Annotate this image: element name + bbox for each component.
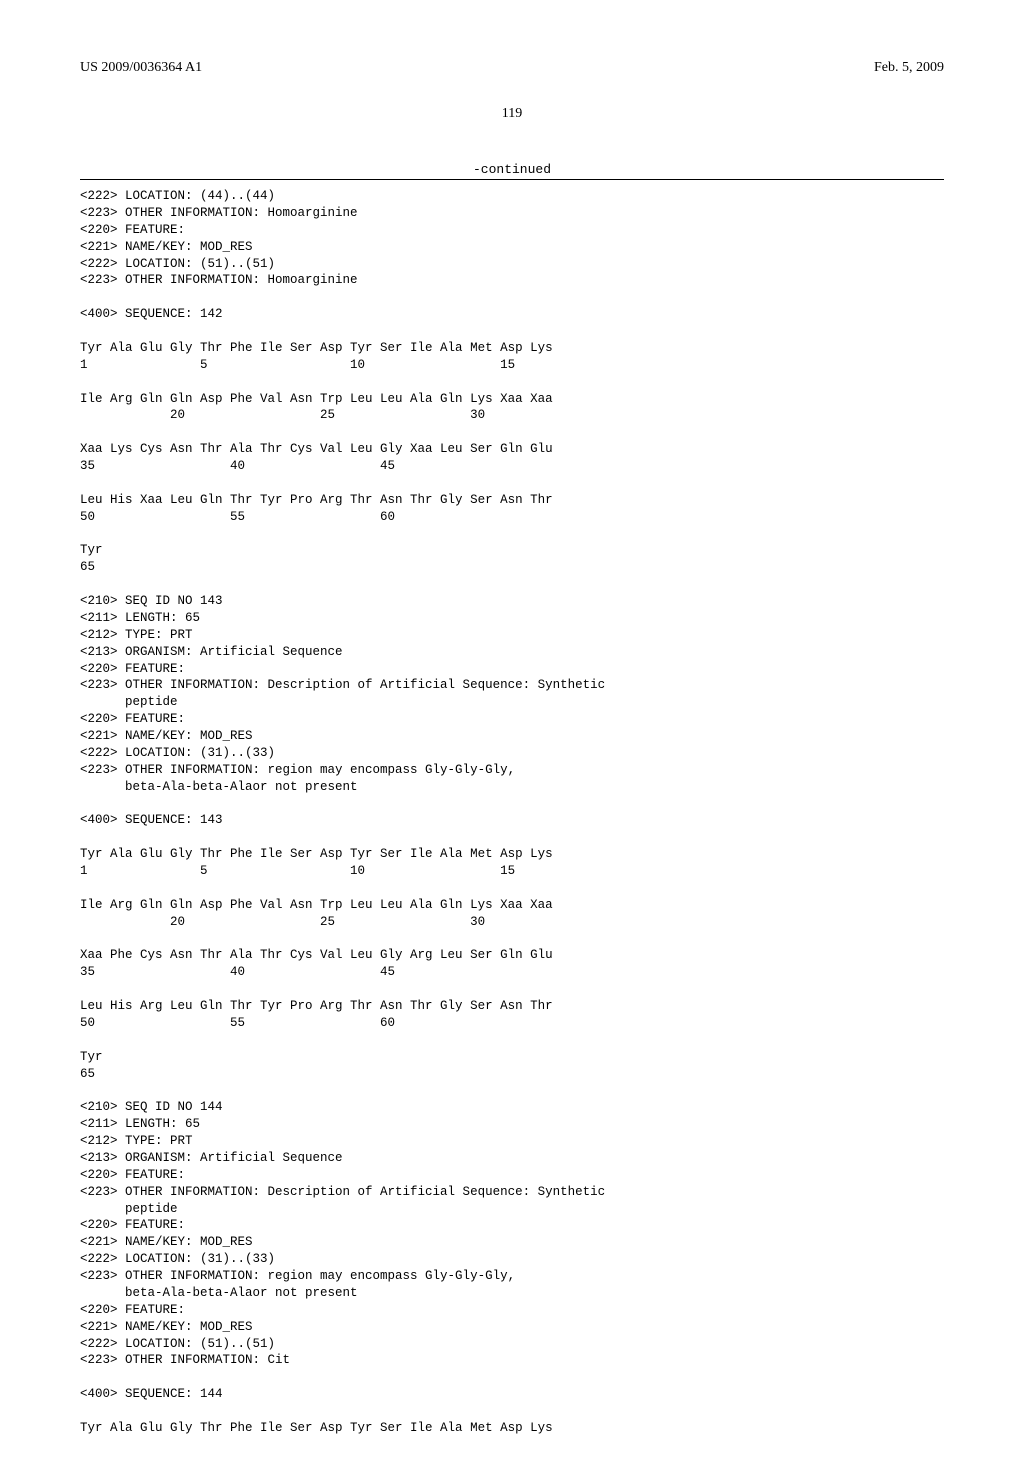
page-number: 119	[80, 106, 944, 122]
page: US 2009/0036364 A1 Feb. 5, 2009 119 -con…	[0, 0, 1024, 1477]
page-header: US 2009/0036364 A1 Feb. 5, 2009	[80, 60, 944, 76]
header-left: US 2009/0036364 A1	[80, 60, 202, 76]
sequence-143: <210> SEQ ID NO 143 <211> LENGTH: 65 <21…	[80, 593, 944, 1099]
continued-label: -continued	[80, 162, 944, 177]
sequence-142: <222> LOCATION: (44)..(44) <223> OTHER I…	[80, 188, 944, 593]
sequence-144: <210> SEQ ID NO 144 <211> LENGTH: 65 <21…	[80, 1099, 944, 1437]
divider	[80, 179, 944, 180]
header-right: Feb. 5, 2009	[874, 60, 944, 76]
